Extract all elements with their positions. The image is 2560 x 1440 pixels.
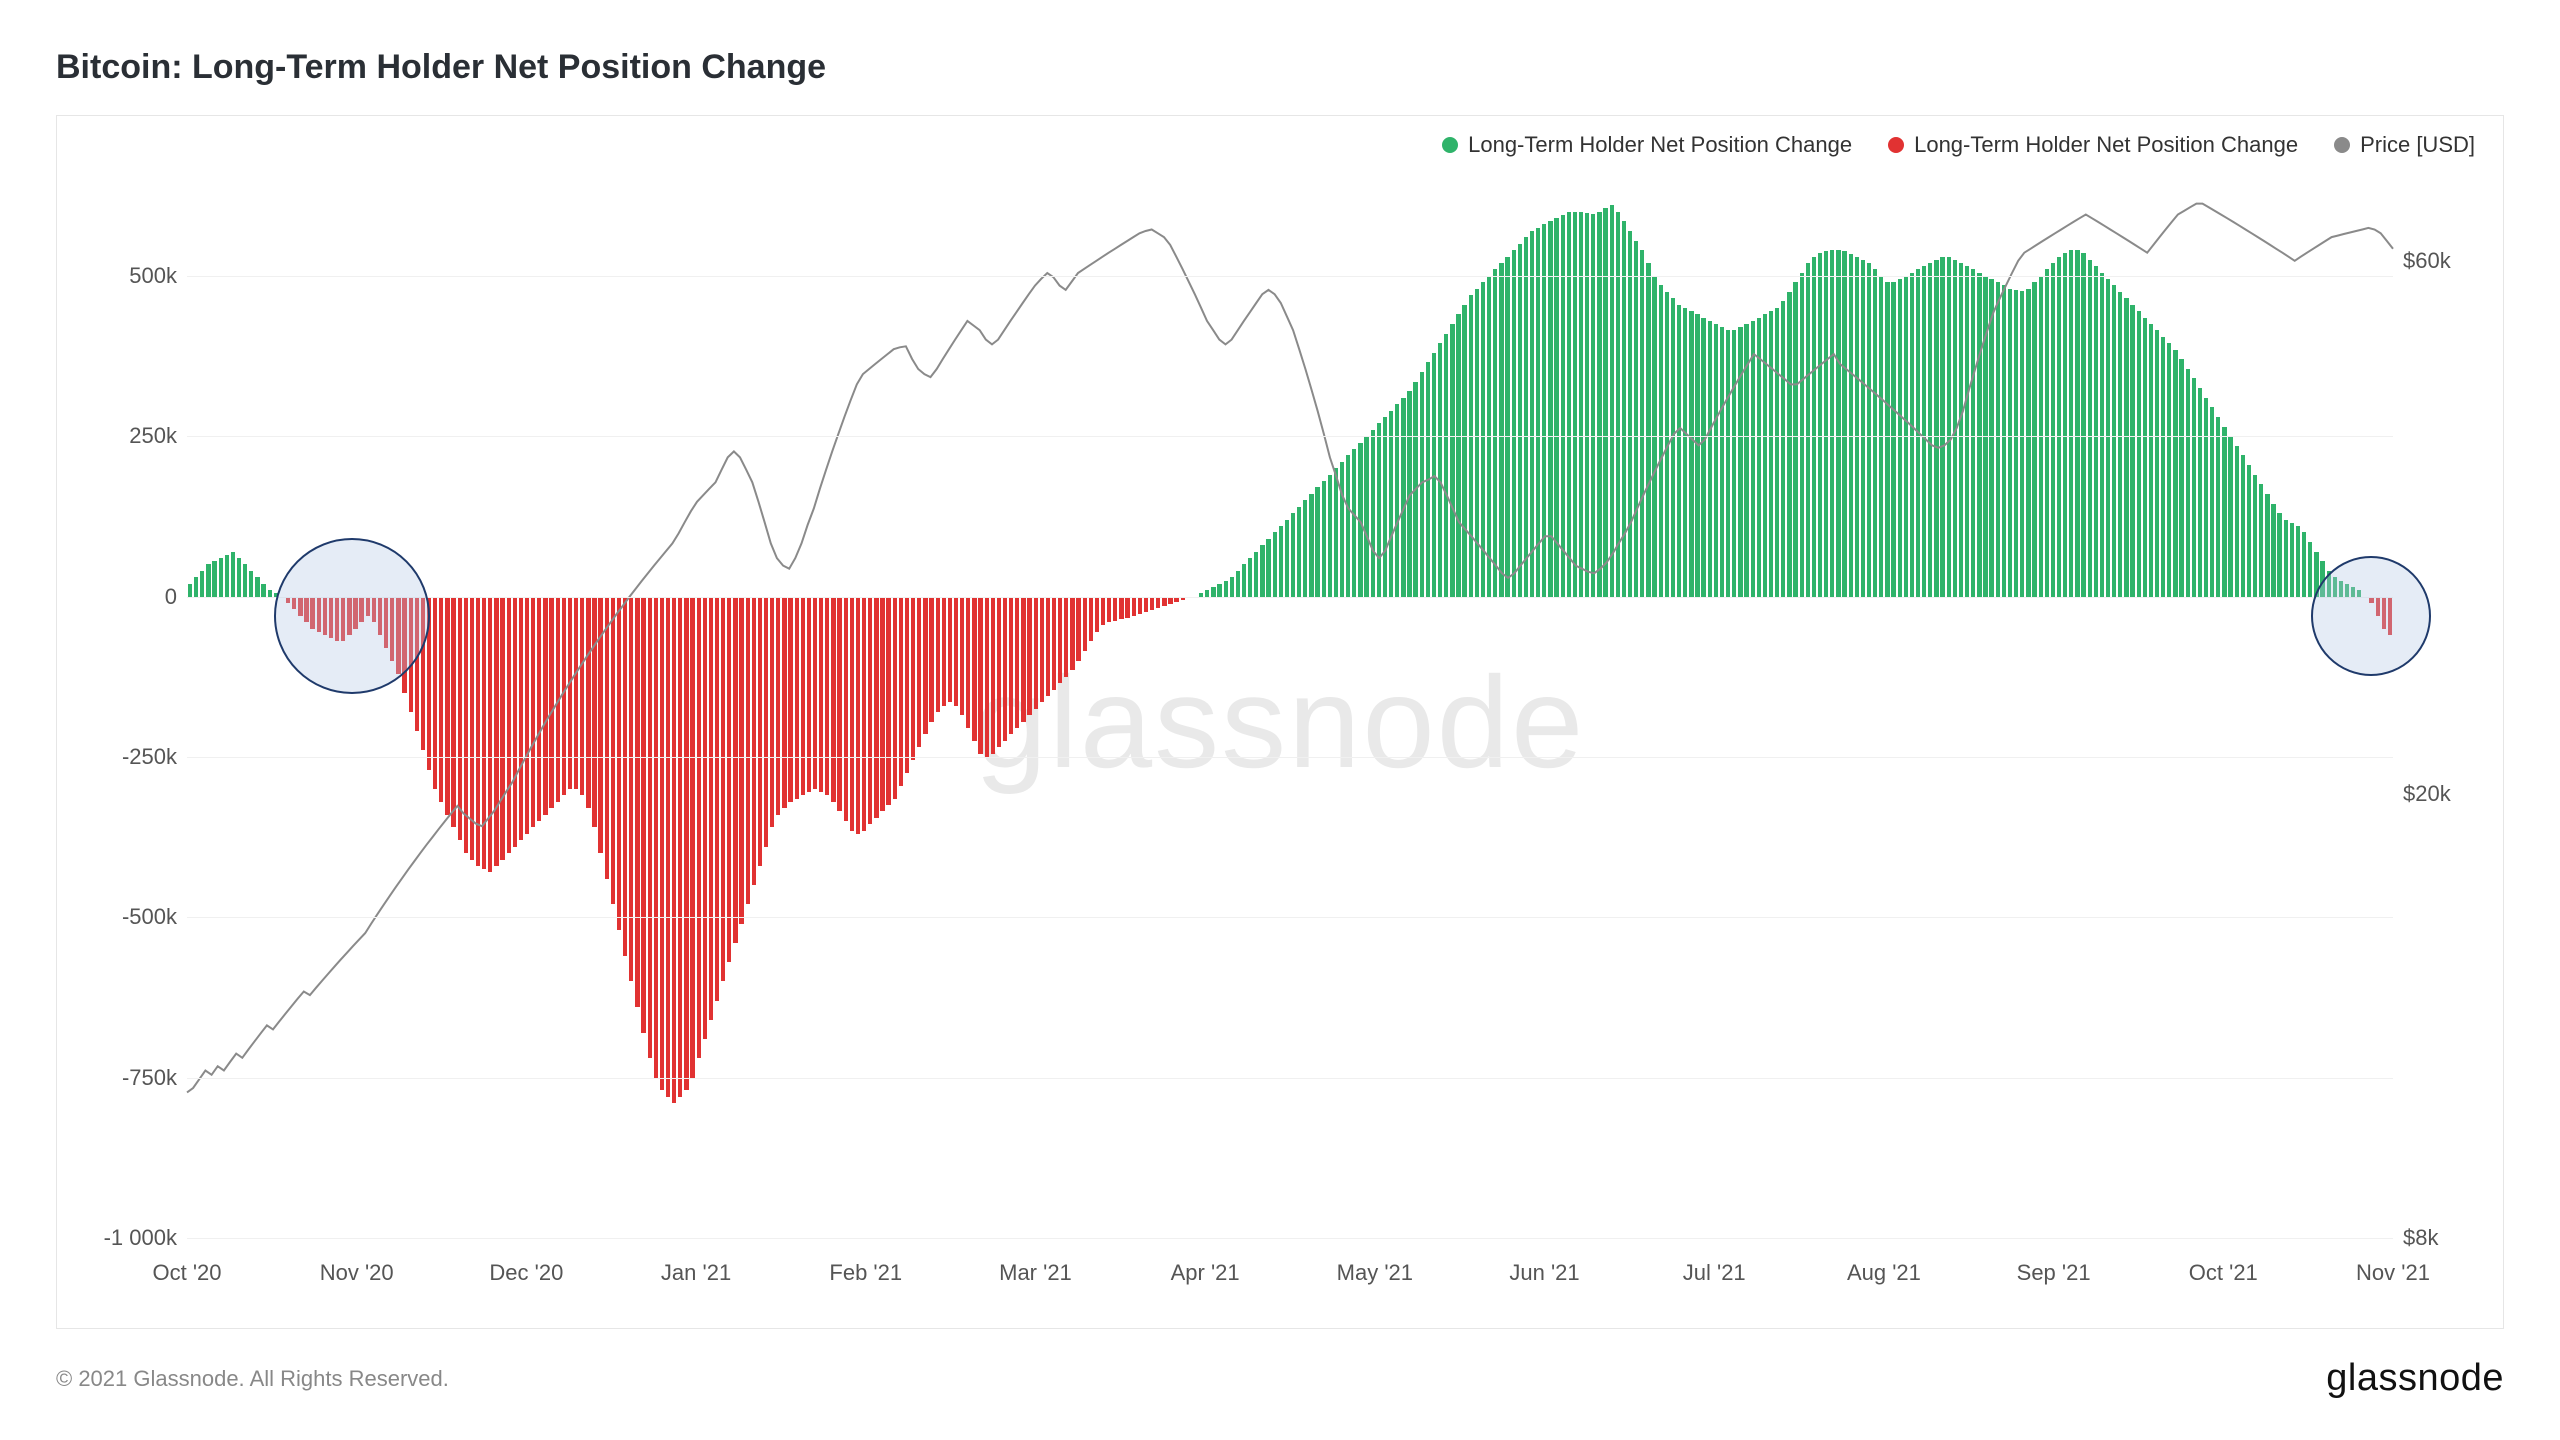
y-axis-label: -1 000k <box>77 1225 177 1251</box>
legend-label: Long-Term Holder Net Position Change <box>1914 132 2298 158</box>
x-axis-label: Nov '21 <box>2356 1260 2430 1286</box>
y-axis-label: 0 <box>77 584 177 610</box>
y2-axis-label: $60k <box>2403 248 2493 274</box>
x-axis-label: Oct '20 <box>152 1260 221 1286</box>
x-axis-label: Nov '20 <box>320 1260 394 1286</box>
price-path <box>187 204 2393 1093</box>
x-axis-label: Feb '21 <box>829 1260 902 1286</box>
y2-axis-label: $20k <box>2403 781 2493 807</box>
chart-title: Bitcoin: Long-Term Holder Net Position C… <box>56 48 2504 87</box>
x-axis-label: Apr '21 <box>1171 1260 1240 1286</box>
price-line <box>187 186 2393 1238</box>
gridline <box>187 1238 2393 1239</box>
brand-logo: glassnode <box>2326 1357 2504 1400</box>
gridline <box>187 276 2393 277</box>
chart-container: Long-Term Holder Net Position Change Long… <box>56 115 2504 1329</box>
highlight-circle <box>274 538 430 694</box>
legend-dot-icon <box>2334 137 2350 153</box>
x-axis-label: Jul '21 <box>1683 1260 1746 1286</box>
y-axis-label: 500k <box>77 263 177 289</box>
gridline <box>187 597 2393 598</box>
x-axis-label: Oct '21 <box>2189 1260 2258 1286</box>
gridline <box>187 1078 2393 1079</box>
legend-label: Price [USD] <box>2360 132 2475 158</box>
y-axis-label: -500k <box>77 904 177 930</box>
legend-item: Long-Term Holder Net Position Change <box>1888 132 2298 158</box>
y-axis-label: 250k <box>77 423 177 449</box>
gridline <box>187 917 2393 918</box>
x-axis-label: Dec '20 <box>489 1260 563 1286</box>
x-axis-label: Mar '21 <box>999 1260 1072 1286</box>
legend-dot-icon <box>1442 137 1458 153</box>
legend-dot-icon <box>1888 137 1904 153</box>
gridline <box>187 757 2393 758</box>
x-axis-label: May '21 <box>1337 1260 1413 1286</box>
y-axis-label: -750k <box>77 1065 177 1091</box>
highlight-circle <box>2311 556 2431 676</box>
legend: Long-Term Holder Net Position Change Long… <box>1442 132 2475 158</box>
legend-label: Long-Term Holder Net Position Change <box>1468 132 1852 158</box>
legend-item: Long-Term Holder Net Position Change <box>1442 132 1852 158</box>
x-axis-label: Sep '21 <box>2017 1260 2091 1286</box>
y2-axis-label: $8k <box>2403 1225 2493 1251</box>
x-axis-label: Aug '21 <box>1847 1260 1921 1286</box>
y-axis-label: -250k <box>77 744 177 770</box>
plot-area: -1 000k-750k-500k-250k0250k500k$8k$20k$6… <box>187 186 2393 1238</box>
gridline <box>187 436 2393 437</box>
x-axis-label: Jan '21 <box>661 1260 731 1286</box>
x-axis-label: Jun '21 <box>1509 1260 1579 1286</box>
legend-item: Price [USD] <box>2334 132 2475 158</box>
copyright: © 2021 Glassnode. All Rights Reserved. <box>56 1366 449 1392</box>
